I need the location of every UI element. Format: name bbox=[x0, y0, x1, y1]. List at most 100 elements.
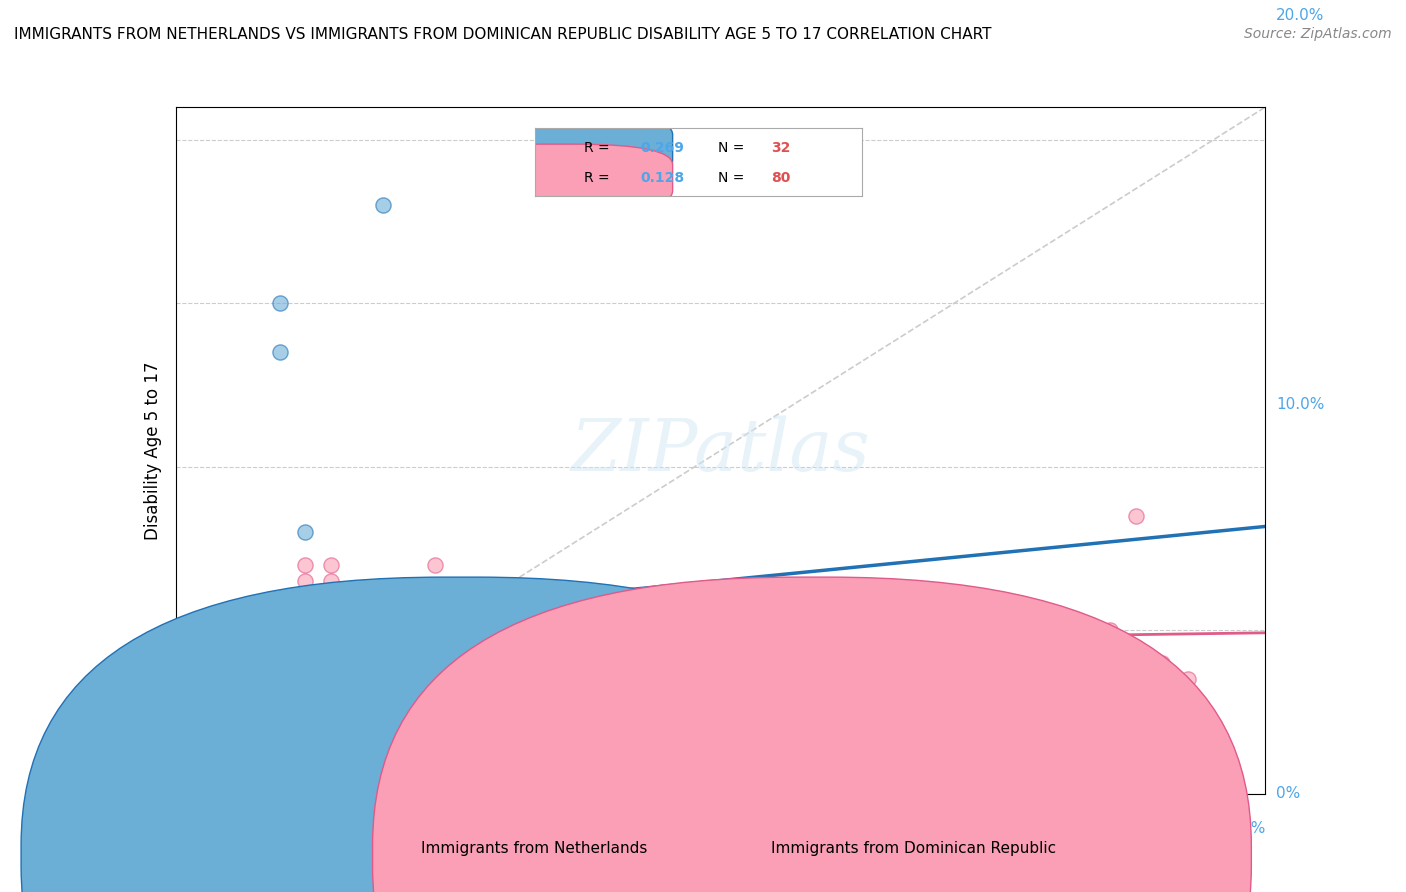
Point bbox=[269, 624, 291, 638]
Point bbox=[787, 640, 810, 654]
Point bbox=[190, 705, 212, 719]
Point bbox=[425, 689, 447, 703]
Text: 40.0%: 40.0% bbox=[1218, 822, 1265, 837]
Point bbox=[917, 607, 939, 621]
Point bbox=[242, 656, 264, 670]
Text: 0%: 0% bbox=[1277, 787, 1301, 801]
Point bbox=[294, 558, 316, 572]
Point bbox=[373, 624, 395, 638]
Point bbox=[217, 689, 239, 703]
Point bbox=[943, 624, 966, 638]
Point bbox=[242, 640, 264, 654]
Point bbox=[813, 607, 835, 621]
Point bbox=[969, 624, 991, 638]
Point bbox=[554, 607, 576, 621]
Point bbox=[294, 574, 316, 589]
Text: Immigrants from Netherlands: Immigrants from Netherlands bbox=[420, 841, 648, 856]
Point bbox=[1125, 640, 1147, 654]
Point bbox=[502, 624, 524, 638]
Point bbox=[631, 640, 654, 654]
Point bbox=[373, 591, 395, 605]
Point bbox=[502, 607, 524, 621]
Point bbox=[579, 624, 602, 638]
Point bbox=[373, 198, 395, 212]
Text: ZIPatlas: ZIPatlas bbox=[571, 415, 870, 486]
Text: Source: ZipAtlas.com: Source: ZipAtlas.com bbox=[1244, 27, 1392, 41]
Point bbox=[269, 296, 291, 310]
Point bbox=[1125, 508, 1147, 523]
Point bbox=[813, 624, 835, 638]
Text: 20.0%: 20.0% bbox=[1277, 8, 1324, 22]
Point bbox=[321, 673, 343, 687]
Point bbox=[761, 624, 783, 638]
Point bbox=[527, 624, 550, 638]
Point bbox=[217, 689, 239, 703]
Point bbox=[1177, 673, 1199, 687]
Point bbox=[683, 722, 706, 736]
Point bbox=[658, 640, 681, 654]
Text: 0.0%: 0.0% bbox=[176, 822, 215, 837]
Point bbox=[1021, 640, 1043, 654]
Point bbox=[839, 607, 862, 621]
Point bbox=[269, 656, 291, 670]
Point bbox=[190, 689, 212, 703]
Point bbox=[606, 656, 628, 670]
Point bbox=[269, 345, 291, 359]
Point bbox=[891, 624, 914, 638]
Point bbox=[294, 673, 316, 687]
Point bbox=[190, 673, 212, 687]
Point bbox=[554, 640, 576, 654]
Point bbox=[425, 607, 447, 621]
Text: Immigrants from Dominican Republic: Immigrants from Dominican Republic bbox=[772, 841, 1056, 856]
Point bbox=[217, 640, 239, 654]
Point bbox=[398, 624, 420, 638]
Point bbox=[190, 705, 212, 719]
Point bbox=[190, 722, 212, 736]
Point bbox=[1098, 624, 1121, 638]
Point bbox=[217, 656, 239, 670]
Point bbox=[346, 624, 368, 638]
Point bbox=[683, 607, 706, 621]
Point bbox=[321, 640, 343, 654]
Point bbox=[346, 656, 368, 670]
Point bbox=[709, 640, 731, 654]
Point bbox=[269, 640, 291, 654]
Point bbox=[527, 705, 550, 719]
Point bbox=[398, 591, 420, 605]
Point bbox=[321, 574, 343, 589]
Point bbox=[631, 591, 654, 605]
Point bbox=[631, 722, 654, 736]
Point bbox=[242, 640, 264, 654]
Point bbox=[242, 673, 264, 687]
Point bbox=[969, 640, 991, 654]
Point bbox=[994, 656, 1017, 670]
Point bbox=[735, 591, 758, 605]
Point bbox=[217, 656, 239, 670]
Point bbox=[606, 624, 628, 638]
Point bbox=[321, 558, 343, 572]
Point bbox=[346, 656, 368, 670]
Point bbox=[190, 689, 212, 703]
Point bbox=[373, 673, 395, 687]
Point bbox=[217, 656, 239, 670]
Y-axis label: Disability Age 5 to 17: Disability Age 5 to 17 bbox=[143, 361, 162, 540]
Point bbox=[527, 656, 550, 670]
Point bbox=[242, 624, 264, 638]
Point bbox=[294, 525, 316, 540]
Point bbox=[450, 640, 472, 654]
Point bbox=[735, 640, 758, 654]
Point bbox=[1073, 656, 1095, 670]
Text: IMMIGRANTS FROM NETHERLANDS VS IMMIGRANTS FROM DOMINICAN REPUBLIC DISABILITY AGE: IMMIGRANTS FROM NETHERLANDS VS IMMIGRANT… bbox=[14, 27, 991, 42]
Point bbox=[579, 607, 602, 621]
Point bbox=[683, 656, 706, 670]
Point bbox=[425, 673, 447, 687]
Point bbox=[475, 624, 498, 638]
Point bbox=[475, 607, 498, 621]
Point bbox=[398, 656, 420, 670]
Point bbox=[1150, 656, 1173, 670]
Point bbox=[217, 640, 239, 654]
Point bbox=[579, 656, 602, 670]
Point bbox=[450, 607, 472, 621]
Point bbox=[475, 640, 498, 654]
Point bbox=[398, 624, 420, 638]
